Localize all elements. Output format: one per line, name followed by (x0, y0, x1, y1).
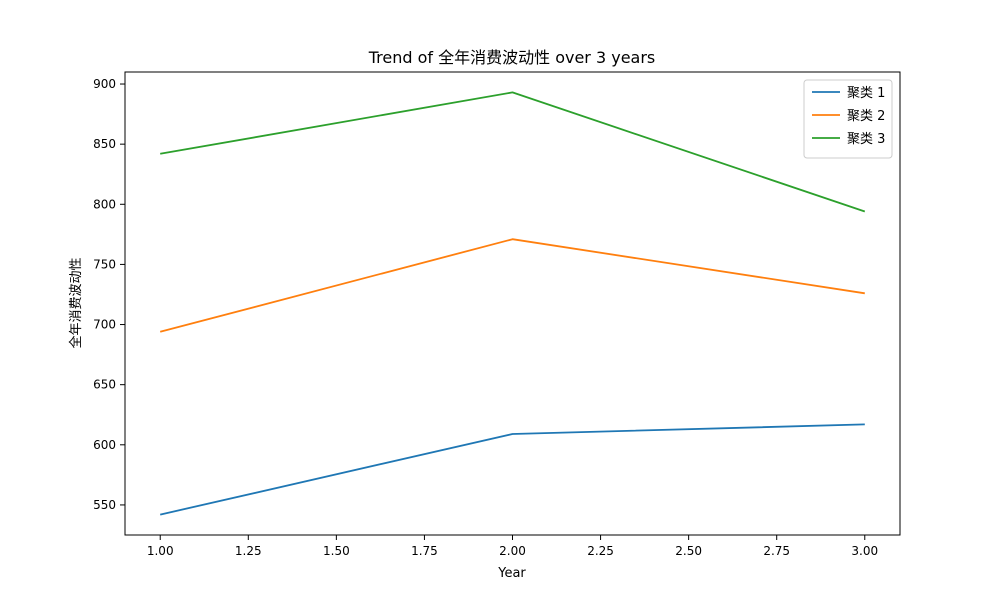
plot-area: 1.00 1.25 1.50 1.75 2.00 2.25 2.50 2.75 3.00 550 6… (93, 71, 901, 558)
x-tick-label: 1.50 (323, 544, 350, 558)
y-tick-label: 750 (93, 257, 116, 271)
series-line-3 (160, 91, 866, 213)
y-tick-label: 550 (93, 498, 116, 512)
chart-title: Trend of 全年消费波动性 over 3 years (368, 48, 656, 67)
legend-label-2: 聚类 2 (847, 109, 885, 124)
y-tick-label: 650 (93, 378, 116, 392)
x-tick-label: 1.75 (411, 544, 438, 558)
x-tick-label: 1.00 (147, 544, 174, 558)
x-tick-label: 3.00 (851, 544, 878, 558)
legend-label-1: 聚类 1 (847, 86, 885, 101)
y-tick-label: 700 (93, 318, 116, 332)
plot-frame (124, 71, 901, 536)
x-tick-label: 2.75 (763, 544, 790, 558)
y-tick-label: 900 (93, 77, 116, 91)
y-tick-label: 600 (93, 438, 116, 452)
series-line-2 (159, 238, 865, 333)
x-tick-label: 1.25 (235, 544, 262, 558)
y-tick-label: 800 (93, 197, 116, 211)
x-tick-label: 2.50 (675, 544, 702, 558)
y-axis-label: 全年消费波动性 (68, 257, 84, 348)
y-tick-label: 850 (93, 137, 116, 151)
series-line-1 (159, 423, 865, 516)
x-tick-label: 2.00 (499, 544, 526, 558)
x-tick-label: 2.25 (587, 544, 614, 558)
x-axis-label: Year (497, 566, 526, 581)
legend-label-3: 聚类 3 (847, 132, 885, 147)
